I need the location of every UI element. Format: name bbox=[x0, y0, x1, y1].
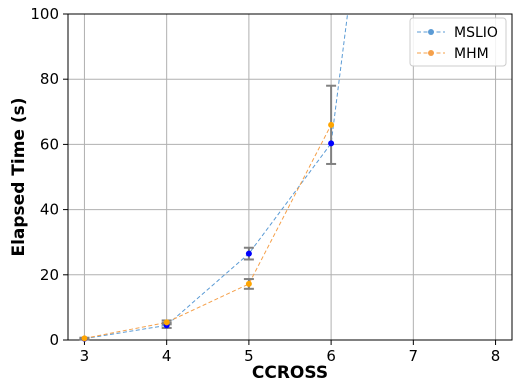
y-tick-label: 40 bbox=[40, 201, 59, 219]
y-axis-label: Elapsed Time (s) bbox=[9, 97, 29, 256]
data-point-mslio bbox=[328, 140, 335, 147]
x-tick-label: 8 bbox=[491, 347, 501, 365]
legend-marker bbox=[428, 50, 434, 56]
plot-frame bbox=[67, 13, 513, 341]
y-tick-label: 20 bbox=[40, 266, 59, 284]
x-tick-label: 4 bbox=[162, 347, 172, 365]
legend-marker bbox=[428, 29, 434, 35]
x-axis-label: CCROSS bbox=[252, 363, 328, 379]
series-line-mslio bbox=[84, 14, 349, 340]
legend-box bbox=[409, 17, 507, 67]
data-point-mslio bbox=[245, 250, 252, 257]
data-point-mhm bbox=[81, 335, 88, 342]
series-layer bbox=[84, 14, 349, 340]
legend: MSLIO MHM bbox=[409, 17, 507, 67]
x-tick-label: 5 bbox=[244, 347, 254, 365]
y-tick-label: 100 bbox=[30, 5, 59, 23]
y-tick-label: 60 bbox=[40, 135, 59, 153]
legend-label: MHM bbox=[454, 46, 489, 62]
data-point-mhm bbox=[163, 319, 170, 326]
markers-layer bbox=[79, 84, 337, 342]
x-tick-label: 7 bbox=[409, 347, 419, 365]
legend-label: MSLIO bbox=[454, 25, 498, 41]
y-tick-label: 0 bbox=[49, 331, 59, 349]
x-tick-label: 6 bbox=[326, 347, 336, 365]
data-point-mhm bbox=[328, 121, 335, 128]
data-point-mhm bbox=[245, 280, 252, 287]
x-tick-label: 3 bbox=[80, 347, 90, 365]
series-line-mhm bbox=[84, 124, 332, 339]
y-tick-label: 80 bbox=[40, 70, 59, 88]
